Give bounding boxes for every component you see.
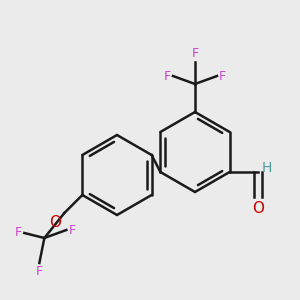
Text: O: O [50,215,61,230]
Text: H: H [262,161,272,175]
Text: F: F [15,226,22,239]
Text: F: F [191,47,199,60]
Text: F: F [219,70,226,83]
Text: F: F [36,265,43,278]
Text: F: F [164,70,171,83]
Text: F: F [68,224,76,236]
Text: O: O [252,201,264,216]
